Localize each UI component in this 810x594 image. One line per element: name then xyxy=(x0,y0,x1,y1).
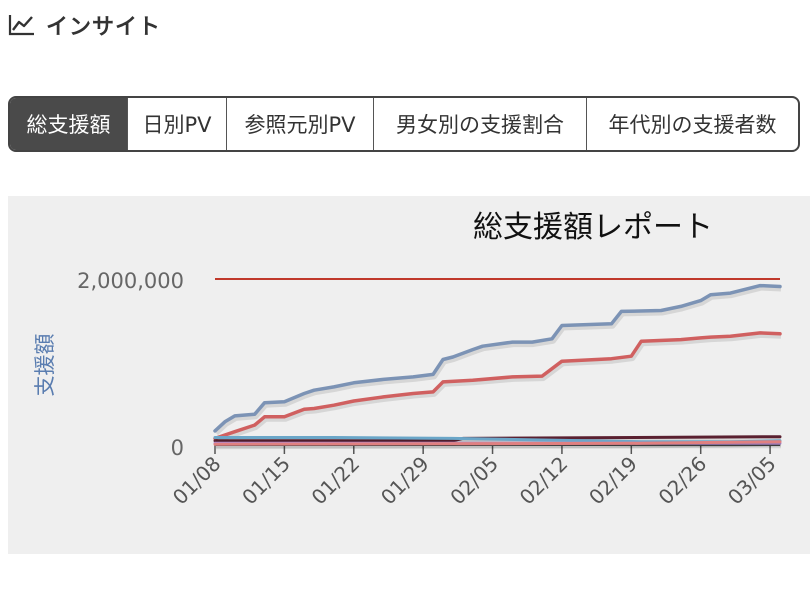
x-tick-label: 01/29 xyxy=(376,452,434,510)
x-tick-label: 02/19 xyxy=(584,452,642,510)
x-tick-label: 01/15 xyxy=(237,452,295,510)
series-shadow xyxy=(215,331,782,444)
series-line-6 xyxy=(213,440,782,446)
support-total-chart: 総支援額レポート 支援額 2,000,000 0 01/08 01/15 01/22… xyxy=(33,210,782,509)
tab-referrer-pv[interactable]: 参照元別PV xyxy=(227,98,374,150)
tab-age-backers[interactable]: 年代別の支援者数 xyxy=(608,113,777,137)
series-group xyxy=(213,283,782,450)
x-tick-label: 01/08 xyxy=(168,452,226,510)
y-tick-label: 2,000,000 xyxy=(77,269,184,293)
header-title: インサイト xyxy=(46,15,162,40)
chart-panel: 総支援額レポート 支援額 2,000,000 0 01/08 01/15 01/22… xyxy=(8,196,810,554)
series-line-1 xyxy=(213,283,782,433)
series-shadow xyxy=(215,440,782,450)
tab-total-support[interactable]: 総支援額 xyxy=(10,98,128,150)
x-tick-label: 03/05 xyxy=(723,452,781,510)
y-tick-label: 0 xyxy=(171,436,184,460)
x-tick-label: 02/12 xyxy=(515,452,573,510)
tab-gender-ratio[interactable]: 男女別の支援割合 xyxy=(374,98,587,150)
x-tick-label: 01/22 xyxy=(307,452,365,510)
tab-daily-pv[interactable]: 日別PV xyxy=(128,98,227,150)
insight-header: インサイト xyxy=(8,8,161,42)
report-tabs: 総支援額 日別PV 参照元別PV 男女別の支援割合 年代別の支援者数 xyxy=(8,96,800,152)
series-shadow xyxy=(213,284,782,436)
x-tick-label: 02/05 xyxy=(445,452,503,510)
line-chart-icon xyxy=(8,15,34,36)
series-line-2 xyxy=(213,331,782,441)
y-axis-label: 支援額 xyxy=(33,334,57,397)
x-axis-ticks: 01/08 01/15 01/22 01/29 02/05 02/12 02/19 02/26… xyxy=(168,445,781,509)
chart-title: 総支援額レポート xyxy=(473,210,713,245)
x-tick-label: 02/26 xyxy=(654,452,712,510)
